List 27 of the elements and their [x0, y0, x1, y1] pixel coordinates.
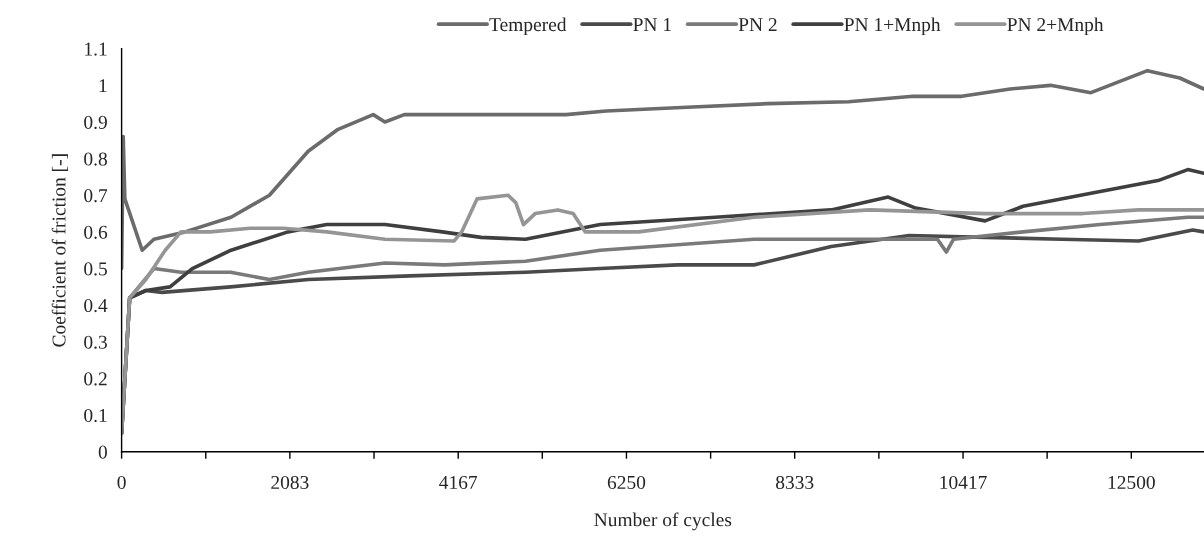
- legend-label: PN 2: [738, 18, 777, 31]
- x-tick-label: 10417: [940, 475, 987, 490]
- line-series: [121, 68, 1204, 271]
- x-tick-label: 0: [117, 475, 126, 490]
- y-tick-label: 0.1: [84, 408, 107, 423]
- legend-label: PN 2+Mnph: [1007, 17, 1104, 36]
- x-tick-label: 12500: [1108, 475, 1155, 490]
- x-axis-title: Number of cycles: [594, 512, 732, 531]
- y-tick-label: 0.2: [84, 372, 107, 386]
- y-tick-label: 1: [99, 79, 107, 93]
- x-tick-label: 6250: [607, 475, 646, 490]
- y-tick-label: 0.9: [84, 115, 107, 129]
- y-axis-title: Coefficient of friction [-]: [51, 154, 68, 347]
- y-tick-label: 0.4: [84, 298, 108, 313]
- legend-label: PN 1+Mnph: [844, 17, 941, 36]
- x-tick-label: 4167: [439, 475, 478, 490]
- x-tick-label: 8333: [776, 475, 814, 490]
- y-tick-label: 0: [98, 445, 107, 459]
- y-tick-label: 0.3: [84, 335, 107, 349]
- legend-label: Tempered: [489, 17, 567, 36]
- y-tick-label: 0.5: [84, 262, 107, 276]
- y-tick-label: 0.7: [84, 189, 108, 203]
- legend-label: PN 1: [633, 18, 671, 31]
- y-tick-label: 0.6: [84, 225, 108, 239]
- y-tick-label: 0.8: [84, 152, 107, 166]
- x-tick-label: 2083: [271, 475, 309, 490]
- y-tick-label: 1.1: [85, 42, 107, 56]
